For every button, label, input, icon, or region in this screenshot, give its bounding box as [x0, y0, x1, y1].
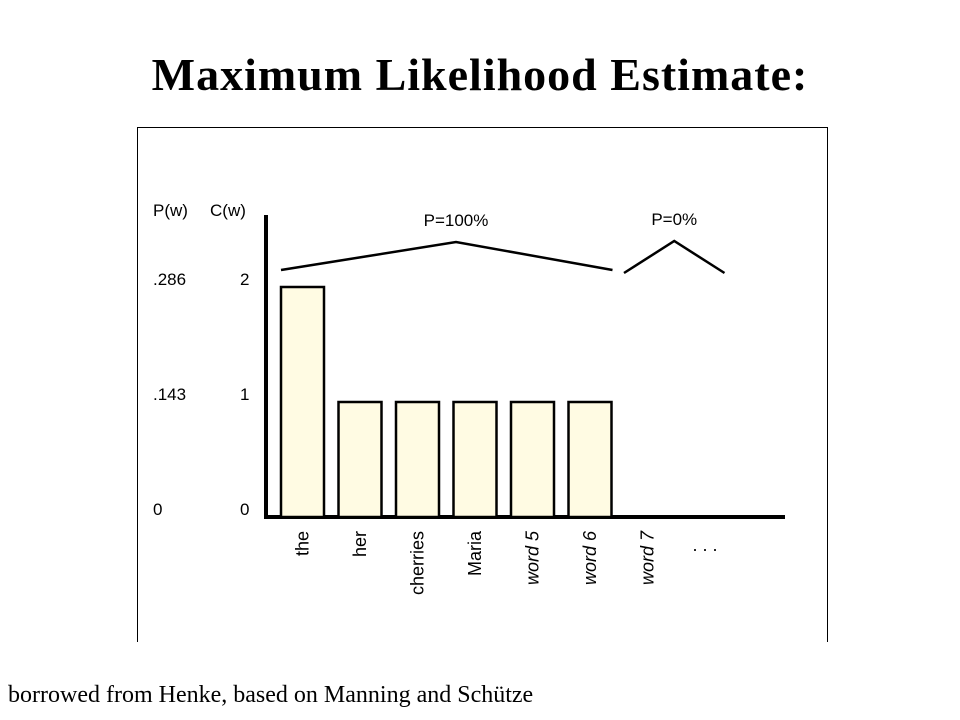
x-category-label: the	[293, 531, 313, 556]
y-tick-label-count: 0	[240, 500, 249, 519]
bar	[337, 400, 383, 519]
x-category-label: . . .	[692, 535, 717, 555]
bar	[567, 400, 613, 519]
x-category-label: word 5	[523, 530, 543, 585]
source-caption: borrowed from Henke, based on Manning an…	[8, 682, 534, 708]
y-tick-label-count: 1	[240, 385, 249, 404]
y-tick-label-prob: .143	[153, 385, 186, 404]
bar	[509, 400, 556, 519]
group-bracket	[280, 240, 613, 272]
x-category-label: word 6	[580, 530, 600, 585]
bar	[279, 285, 326, 519]
x-category-label: cherries	[408, 531, 428, 595]
y-tick-label-prob: .286	[153, 270, 186, 289]
slide-title: Maximum Likelihood Estimate:	[151, 49, 809, 100]
x-category-label: Maria	[465, 530, 485, 576]
chart-frame: P(w) C(w) 0 0 .143 1 .286 2 the her cherries Maria w…	[137, 127, 828, 642]
x-category-label: her	[350, 531, 370, 557]
y-tick-label-count: 2	[240, 270, 249, 289]
group-label: P=100%	[424, 211, 489, 230]
y-tick-label-prob: 0	[153, 500, 162, 519]
y-axis-header: C(w)	[210, 201, 246, 220]
y-axis-header: P(w)	[153, 201, 188, 220]
bar-chart: P(w) C(w) 0 0 .143 1 .286 2 the her cherries Maria w…	[137, 127, 828, 642]
group-label: P=0%	[651, 210, 697, 229]
group-bracket	[623, 239, 726, 275]
bar	[452, 400, 498, 519]
x-category-label: word 7	[638, 530, 658, 585]
bar	[394, 400, 441, 519]
